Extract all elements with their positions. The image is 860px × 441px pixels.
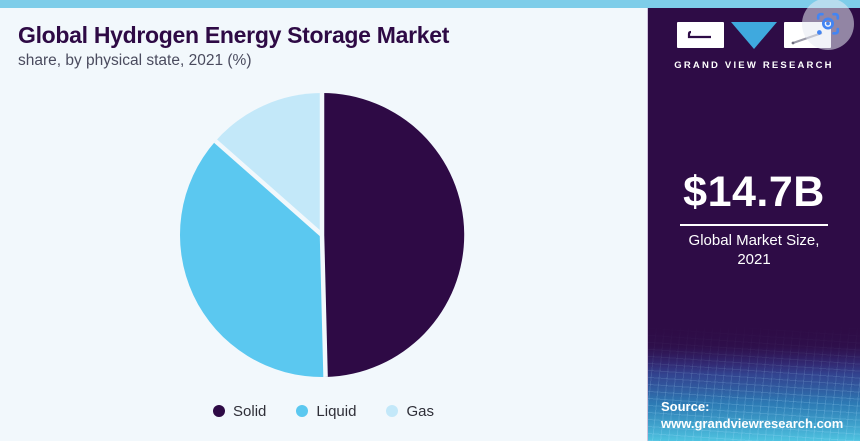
source-url: www.grandviewresearch.com: [661, 416, 844, 431]
market-size-year: 2021: [737, 250, 771, 268]
gvr-logo-v-triangle-icon: [731, 22, 777, 49]
page-subtitle: share, by physical state, 2021 (%): [18, 52, 252, 69]
legend-item-solid: Solid: [213, 403, 266, 420]
legend-dot-gas: [386, 405, 399, 417]
image-search-lens-button[interactable]: [802, 0, 854, 50]
legend-item-gas: Gas: [386, 403, 434, 420]
brand-name: GRAND VIEW RESEARCH: [674, 60, 834, 71]
legend-label: Gas: [406, 402, 434, 420]
slice-gap-line: [213, 139, 324, 237]
chart-area: Global Hydrogen Energy Storage Market sh…: [0, 8, 647, 441]
top-accent-bar: [0, 0, 860, 8]
legend-dot-liquid: [296, 405, 309, 417]
legend-label: Liquid: [316, 402, 357, 420]
source-block: Source: www.grandviewresearch.com: [661, 399, 843, 431]
wireframe-mesh-decoration: [648, 326, 860, 441]
pie-slice-liquid: [179, 141, 326, 378]
divider-line: [680, 224, 828, 226]
legend-label: Solid: [233, 402, 267, 420]
lens-icon: [816, 12, 840, 35]
legend-dot-solid: [213, 405, 226, 417]
slice-gap-line: [319, 234, 328, 378]
gvr-logo-g-block-icon: [677, 22, 724, 48]
chart-legend: Solid Liquid Gas: [0, 398, 647, 424]
market-size-block: $14.7B Global Market Size, 2021: [648, 168, 860, 270]
legend-item-liquid: Liquid: [296, 403, 356, 420]
pie-chart: [176, 89, 468, 381]
pie-chart-svg: [179, 92, 465, 378]
page-title: Global Hydrogen Energy Storage Market: [18, 22, 450, 48]
g-hook-icon: [687, 30, 711, 39]
market-size-label: Global Market Size,: [688, 232, 820, 249]
brand-side-panel: GRAND VIEW RESEARCH $14.7B Global Market…: [647, 8, 860, 441]
source-label: Source:: [661, 399, 710, 414]
market-size-value: $14.7B: [683, 168, 825, 216]
pie-slice-solid: [322, 92, 465, 377]
pie-slice-gas: [215, 93, 322, 235]
